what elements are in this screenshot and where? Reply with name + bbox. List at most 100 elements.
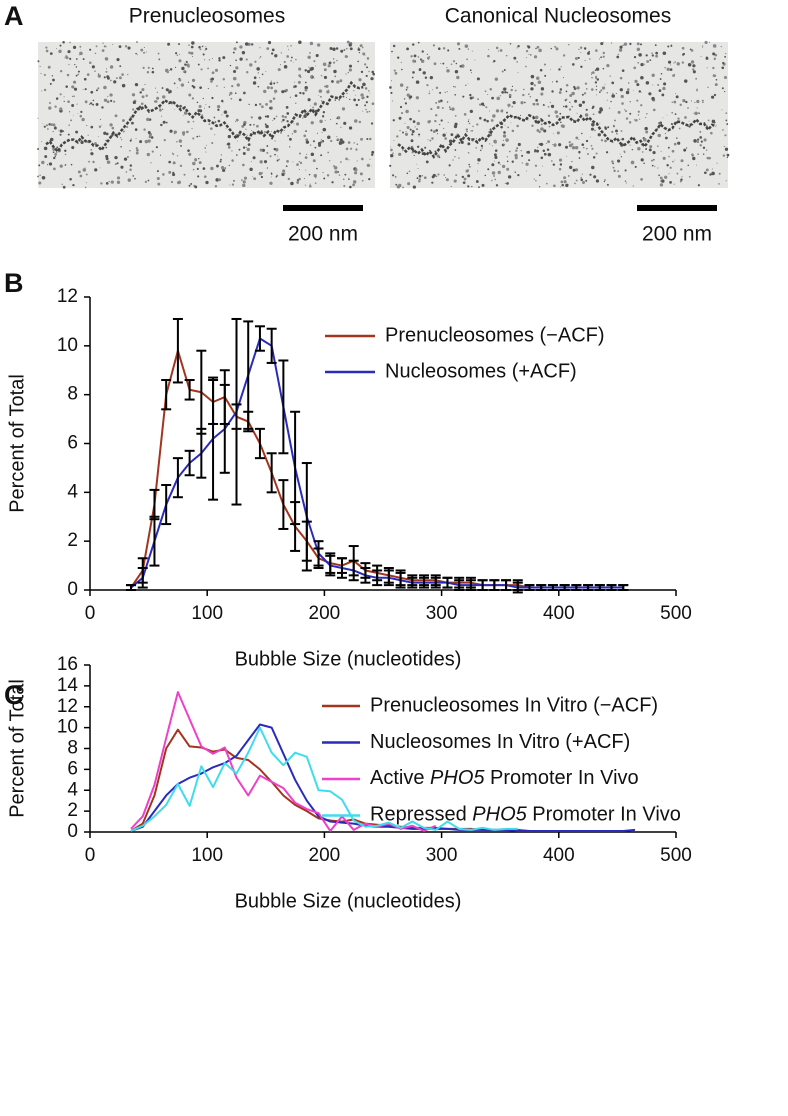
x-tick-label: 100 <box>191 603 223 624</box>
error-bar <box>266 452 277 494</box>
y-tick-label: 0 <box>67 579 78 600</box>
error-bar <box>583 584 594 591</box>
panel-letter: B <box>4 268 24 298</box>
x-tick-label: 400 <box>543 845 575 866</box>
panel-letter: C <box>4 680 24 710</box>
error-bar <box>407 576 418 589</box>
error-bar <box>489 579 500 591</box>
error-bar <box>126 584 137 591</box>
image-title: Canonical Nucleosomes <box>445 5 671 28</box>
error-bar <box>372 569 383 587</box>
x-tick-label: 300 <box>426 603 458 624</box>
x-axis-title: Bubble Size (nucleotides) <box>235 648 462 670</box>
y-tick-label: 2 <box>67 530 78 551</box>
data-line <box>130 723 636 832</box>
error-bar <box>419 576 430 589</box>
error-bar <box>395 571 406 589</box>
y-tick-label: 4 <box>67 481 78 502</box>
error-bar <box>524 584 535 591</box>
error-bar <box>594 584 605 591</box>
x-tick-label: 500 <box>660 845 692 866</box>
error-bar <box>172 317 183 384</box>
error-bar <box>149 515 160 567</box>
error-bar <box>196 427 207 479</box>
error-bar <box>219 383 230 474</box>
error-bar <box>547 584 558 591</box>
error-bar <box>606 584 617 591</box>
error-bar <box>336 557 347 579</box>
error-bar <box>360 567 371 584</box>
error-bar <box>618 584 629 591</box>
error-bar <box>290 410 301 526</box>
y-tick-label: 16 <box>57 654 78 675</box>
error-bar <box>501 579 512 591</box>
error-bar <box>243 320 254 430</box>
legend-label: Prenucleosomes (−ACF) <box>385 324 605 346</box>
error-bar <box>161 379 172 411</box>
y-tick-label: 6 <box>67 758 78 779</box>
error-bar <box>278 479 289 530</box>
y-tick-label: 14 <box>57 675 79 696</box>
scale-bar-label: 200 nm <box>642 223 712 246</box>
error-bar <box>266 327 277 364</box>
scale-bar <box>283 205 363 211</box>
error-bar <box>325 554 336 577</box>
y-axis-title: Percent of Total <box>6 374 28 513</box>
y-tick-label: 8 <box>67 384 78 405</box>
error-bar <box>465 579 476 591</box>
error-bar <box>161 484 172 526</box>
error-bar <box>254 427 265 460</box>
error-bar <box>559 584 570 591</box>
error-bar <box>184 449 195 477</box>
x-tick-label: 300 <box>426 845 458 866</box>
x-axis-title: Bubble Size (nucleotides) <box>235 890 462 912</box>
y-tick-label: 2 <box>67 800 78 821</box>
error-bar <box>536 584 547 591</box>
error-bar <box>149 488 160 521</box>
error-bar <box>571 584 582 591</box>
x-tick-label: 100 <box>191 845 223 866</box>
scale-bar <box>637 205 717 211</box>
image-title: Prenucleosomes <box>129 5 285 28</box>
error-bar <box>208 376 219 501</box>
error-bar <box>184 379 195 401</box>
x-tick-label: 500 <box>660 603 692 624</box>
y-tick-label: 4 <box>67 779 78 800</box>
error-bar <box>454 579 465 591</box>
data-line <box>130 349 624 589</box>
x-tick-label: 400 <box>543 603 575 624</box>
y-tick-label: 0 <box>67 821 78 842</box>
y-axis-title: Percent of Total <box>6 679 28 818</box>
error-bar <box>231 317 242 506</box>
x-tick-label: 200 <box>309 603 341 624</box>
data-line <box>130 691 437 832</box>
data-line <box>130 726 518 832</box>
error-bar <box>137 567 148 589</box>
error-bar <box>383 569 394 587</box>
error-bar <box>278 359 289 455</box>
error-bar <box>254 325 265 352</box>
error-bar <box>172 457 183 499</box>
panel-letter: A <box>4 1 24 31</box>
legend-label: Repressed PHO5 Promoter In Vivo <box>370 804 681 826</box>
y-tick-label: 12 <box>57 286 78 307</box>
error-bar <box>313 540 324 567</box>
y-tick-label: 8 <box>67 738 78 759</box>
error-bar <box>477 579 488 591</box>
error-bar <box>348 559 359 582</box>
legend-label: Prenucleosomes In Vitro (−ACF) <box>370 694 658 716</box>
x-tick-label: 0 <box>85 603 96 624</box>
legend-label: Nucleosomes In Vitro (+ACF) <box>370 731 630 753</box>
micrograph <box>37 40 376 189</box>
error-bar <box>301 462 312 572</box>
error-bar <box>442 576 453 589</box>
y-tick-label: 6 <box>67 433 78 454</box>
y-tick-label: 10 <box>57 717 78 738</box>
legend-label: Nucleosomes (+ACF) <box>385 360 577 382</box>
error-bar <box>512 581 523 594</box>
micrograph <box>389 40 730 189</box>
scale-bar-label: 200 nm <box>288 223 358 246</box>
x-tick-label: 200 <box>309 845 341 866</box>
y-tick-label: 12 <box>57 696 78 717</box>
